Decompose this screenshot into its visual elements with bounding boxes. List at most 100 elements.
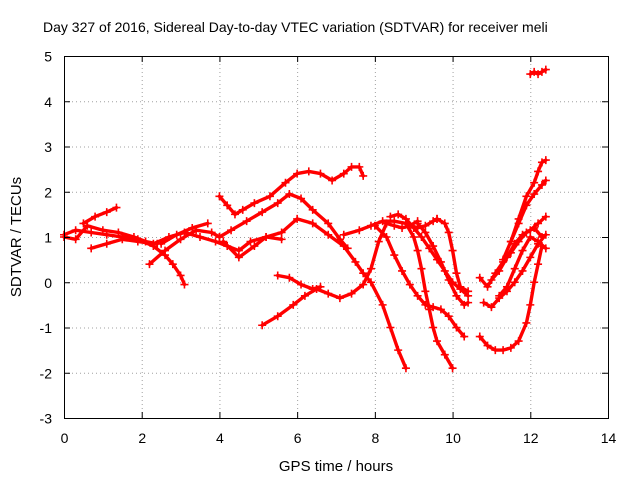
y-tick-label: 4 [44, 94, 52, 110]
data-point [405, 280, 414, 289]
data-point [316, 282, 325, 291]
data-point [355, 162, 364, 171]
data-point [366, 264, 375, 273]
data-point [293, 169, 302, 178]
data-point [230, 210, 239, 219]
axis-ticks [64, 56, 609, 419]
data-point [262, 233, 271, 241]
data-point [526, 226, 535, 235]
data-point [246, 237, 255, 246]
data-point [510, 264, 519, 273]
data-point [324, 219, 333, 228]
data-point [514, 337, 523, 346]
data-point [429, 323, 438, 332]
data-point [398, 266, 407, 275]
data-point [133, 237, 142, 246]
series-trace [342, 217, 439, 237]
data-point [526, 233, 535, 241]
data-point [102, 239, 111, 248]
data-point [386, 212, 395, 221]
data-point [444, 312, 453, 321]
data-point [324, 289, 333, 298]
data-point [378, 300, 387, 309]
data-point [433, 214, 442, 223]
data-point [394, 210, 403, 219]
data-point [483, 282, 492, 291]
data-point [479, 298, 488, 307]
series-track-7 [215, 162, 368, 219]
data-point [335, 294, 344, 303]
series-track-9 [219, 214, 410, 373]
data-point [79, 219, 88, 228]
data-point [351, 257, 360, 266]
data-point [180, 280, 189, 289]
data-point [297, 280, 306, 289]
data-point [87, 244, 96, 253]
data-point [541, 156, 550, 165]
series-trace [478, 244, 544, 352]
data-point [289, 300, 298, 309]
data-point [71, 226, 80, 235]
data-point [328, 176, 337, 185]
data-point [394, 346, 403, 355]
data-point [339, 242, 348, 251]
series-trace [159, 221, 210, 246]
y-tick-label: 1 [44, 230, 52, 246]
data-point [203, 219, 212, 228]
y-axis-tick-labels: -3 -2 -1 0 1 2 3 4 5 [40, 49, 53, 427]
x-axis-label: GPS time / hours [279, 458, 393, 475]
y-axis-label: SDTVAR / TECUs [8, 177, 25, 297]
series-track-20 [475, 242, 546, 355]
data-point [499, 346, 508, 355]
data-point [355, 226, 364, 235]
data-point [370, 221, 379, 230]
data-point [433, 337, 442, 346]
data-point [308, 205, 317, 214]
series-track-3 [79, 203, 121, 228]
data-point [223, 201, 232, 210]
data-point [518, 246, 527, 255]
data-point [409, 233, 418, 241]
data-point [308, 219, 317, 228]
data-point [541, 230, 550, 239]
data-point [188, 223, 197, 232]
data-point [258, 321, 267, 330]
data-point [238, 205, 247, 214]
data-point [161, 246, 170, 255]
data-point [98, 226, 107, 235]
series-track-16 [413, 219, 473, 309]
data-point [359, 171, 368, 180]
data-point [506, 343, 515, 352]
data-point [386, 323, 395, 332]
data-point [464, 287, 473, 296]
series-track-11 [273, 271, 325, 294]
y-tick-label: -2 [40, 365, 53, 381]
data-point [530, 178, 539, 187]
data-point [534, 237, 543, 246]
x-tick-label: 6 [294, 430, 302, 446]
data-point [495, 266, 504, 275]
data-point [425, 305, 434, 314]
data-point [273, 199, 282, 208]
data-point [172, 230, 181, 239]
data-point [87, 228, 96, 237]
data-point [285, 273, 294, 282]
data-point [390, 251, 399, 260]
chart-title: Day 327 of 2016, Sidereal Day-to-day VTE… [43, 19, 548, 35]
data-point [417, 264, 426, 273]
series-track-14 [386, 210, 473, 300]
data-point [541, 176, 550, 185]
y-tick-label: -1 [40, 320, 53, 336]
data-point [421, 287, 430, 296]
series-track-25 [526, 65, 550, 79]
data-point [456, 282, 465, 291]
data-point [219, 237, 228, 246]
data-point [429, 242, 438, 251]
data-point [308, 285, 317, 294]
data-point [215, 233, 224, 241]
x-axis-tick-labels: 0 2 4 6 8 10 12 14 [61, 430, 617, 446]
data-point [537, 180, 546, 189]
data-point [499, 255, 508, 264]
y-tick-label: 0 [44, 275, 52, 291]
